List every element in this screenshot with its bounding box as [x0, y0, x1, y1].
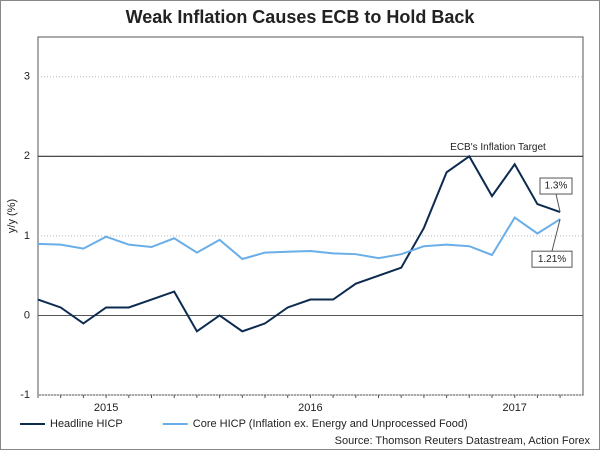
x-tick-label: 2016 — [298, 402, 322, 414]
label-connector — [551, 219, 561, 252]
label-box — [531, 250, 573, 268]
y-tick-label: 1 — [24, 230, 30, 242]
y-tick-label: -1 — [20, 389, 30, 401]
x-tick-label: 2015 — [94, 402, 118, 414]
source: Source: Thomson Reuters Datastream, Acti… — [335, 435, 591, 447]
label-box — [539, 177, 573, 195]
series-line — [37, 154, 561, 333]
y-axis-label: y/y (%) — [6, 199, 18, 233]
x-tick-label: 2017 — [502, 402, 526, 414]
y-tick-label: 2 — [24, 150, 30, 162]
chart-title: Weak Inflation Causes ECB to Hold Back — [126, 7, 476, 27]
target-label: ECB's Inflation Target — [450, 142, 546, 153]
value-label: 1.21% — [538, 254, 566, 265]
label-connector — [555, 193, 561, 213]
y-tick-label: 0 — [24, 309, 30, 321]
y-tick-label: 3 — [24, 71, 30, 83]
value-label: 1.3% — [545, 181, 568, 192]
legend-label: Headline HICP — [50, 418, 123, 430]
legend-label: Core HICP (Inflation ex. Energy and Unpr… — [193, 418, 468, 430]
series-line — [37, 216, 561, 261]
